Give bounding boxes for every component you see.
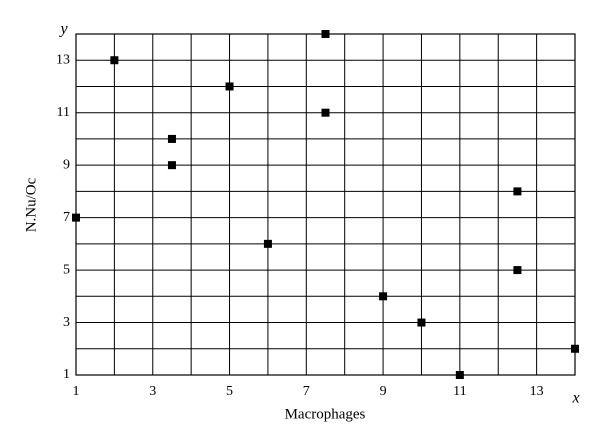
- point: [263, 239, 272, 248]
- point: [417, 318, 426, 327]
- x-axis-label: Macrophages: [285, 406, 366, 422]
- point: [225, 82, 234, 91]
- x-tick-label: 1: [73, 384, 80, 399]
- point: [321, 30, 330, 38]
- point: [321, 108, 330, 117]
- x-axis-symbol: x: [571, 390, 579, 407]
- y-tick-label: 13: [56, 52, 70, 67]
- y-axis-label: N.Nu/Oc: [23, 177, 39, 232]
- x-tick-label: 7: [303, 384, 310, 399]
- point: [167, 134, 176, 143]
- point: [72, 213, 80, 222]
- point: [110, 56, 119, 65]
- x-tick-label: 13: [530, 384, 544, 399]
- y-tick-label: 11: [57, 105, 70, 120]
- x-tick-label: 9: [380, 384, 387, 399]
- x-tick-label: 3: [149, 384, 156, 399]
- point: [571, 344, 579, 353]
- y-tick-label: 9: [63, 157, 70, 172]
- point: [167, 161, 176, 170]
- y-tick-label: 3: [63, 315, 70, 330]
- point: [379, 292, 388, 301]
- x-tick-label: 11: [453, 384, 466, 399]
- plot-frame: [75, 33, 576, 376]
- y-tick-label: 7: [63, 210, 70, 225]
- y-tick-label: 1: [63, 367, 70, 382]
- y-axis-symbol: y: [58, 21, 68, 38]
- x-tick-label: 5: [226, 384, 233, 399]
- y-tick-label: 5: [63, 262, 70, 277]
- point: [513, 187, 522, 196]
- point: [455, 371, 464, 379]
- point: [513, 266, 522, 275]
